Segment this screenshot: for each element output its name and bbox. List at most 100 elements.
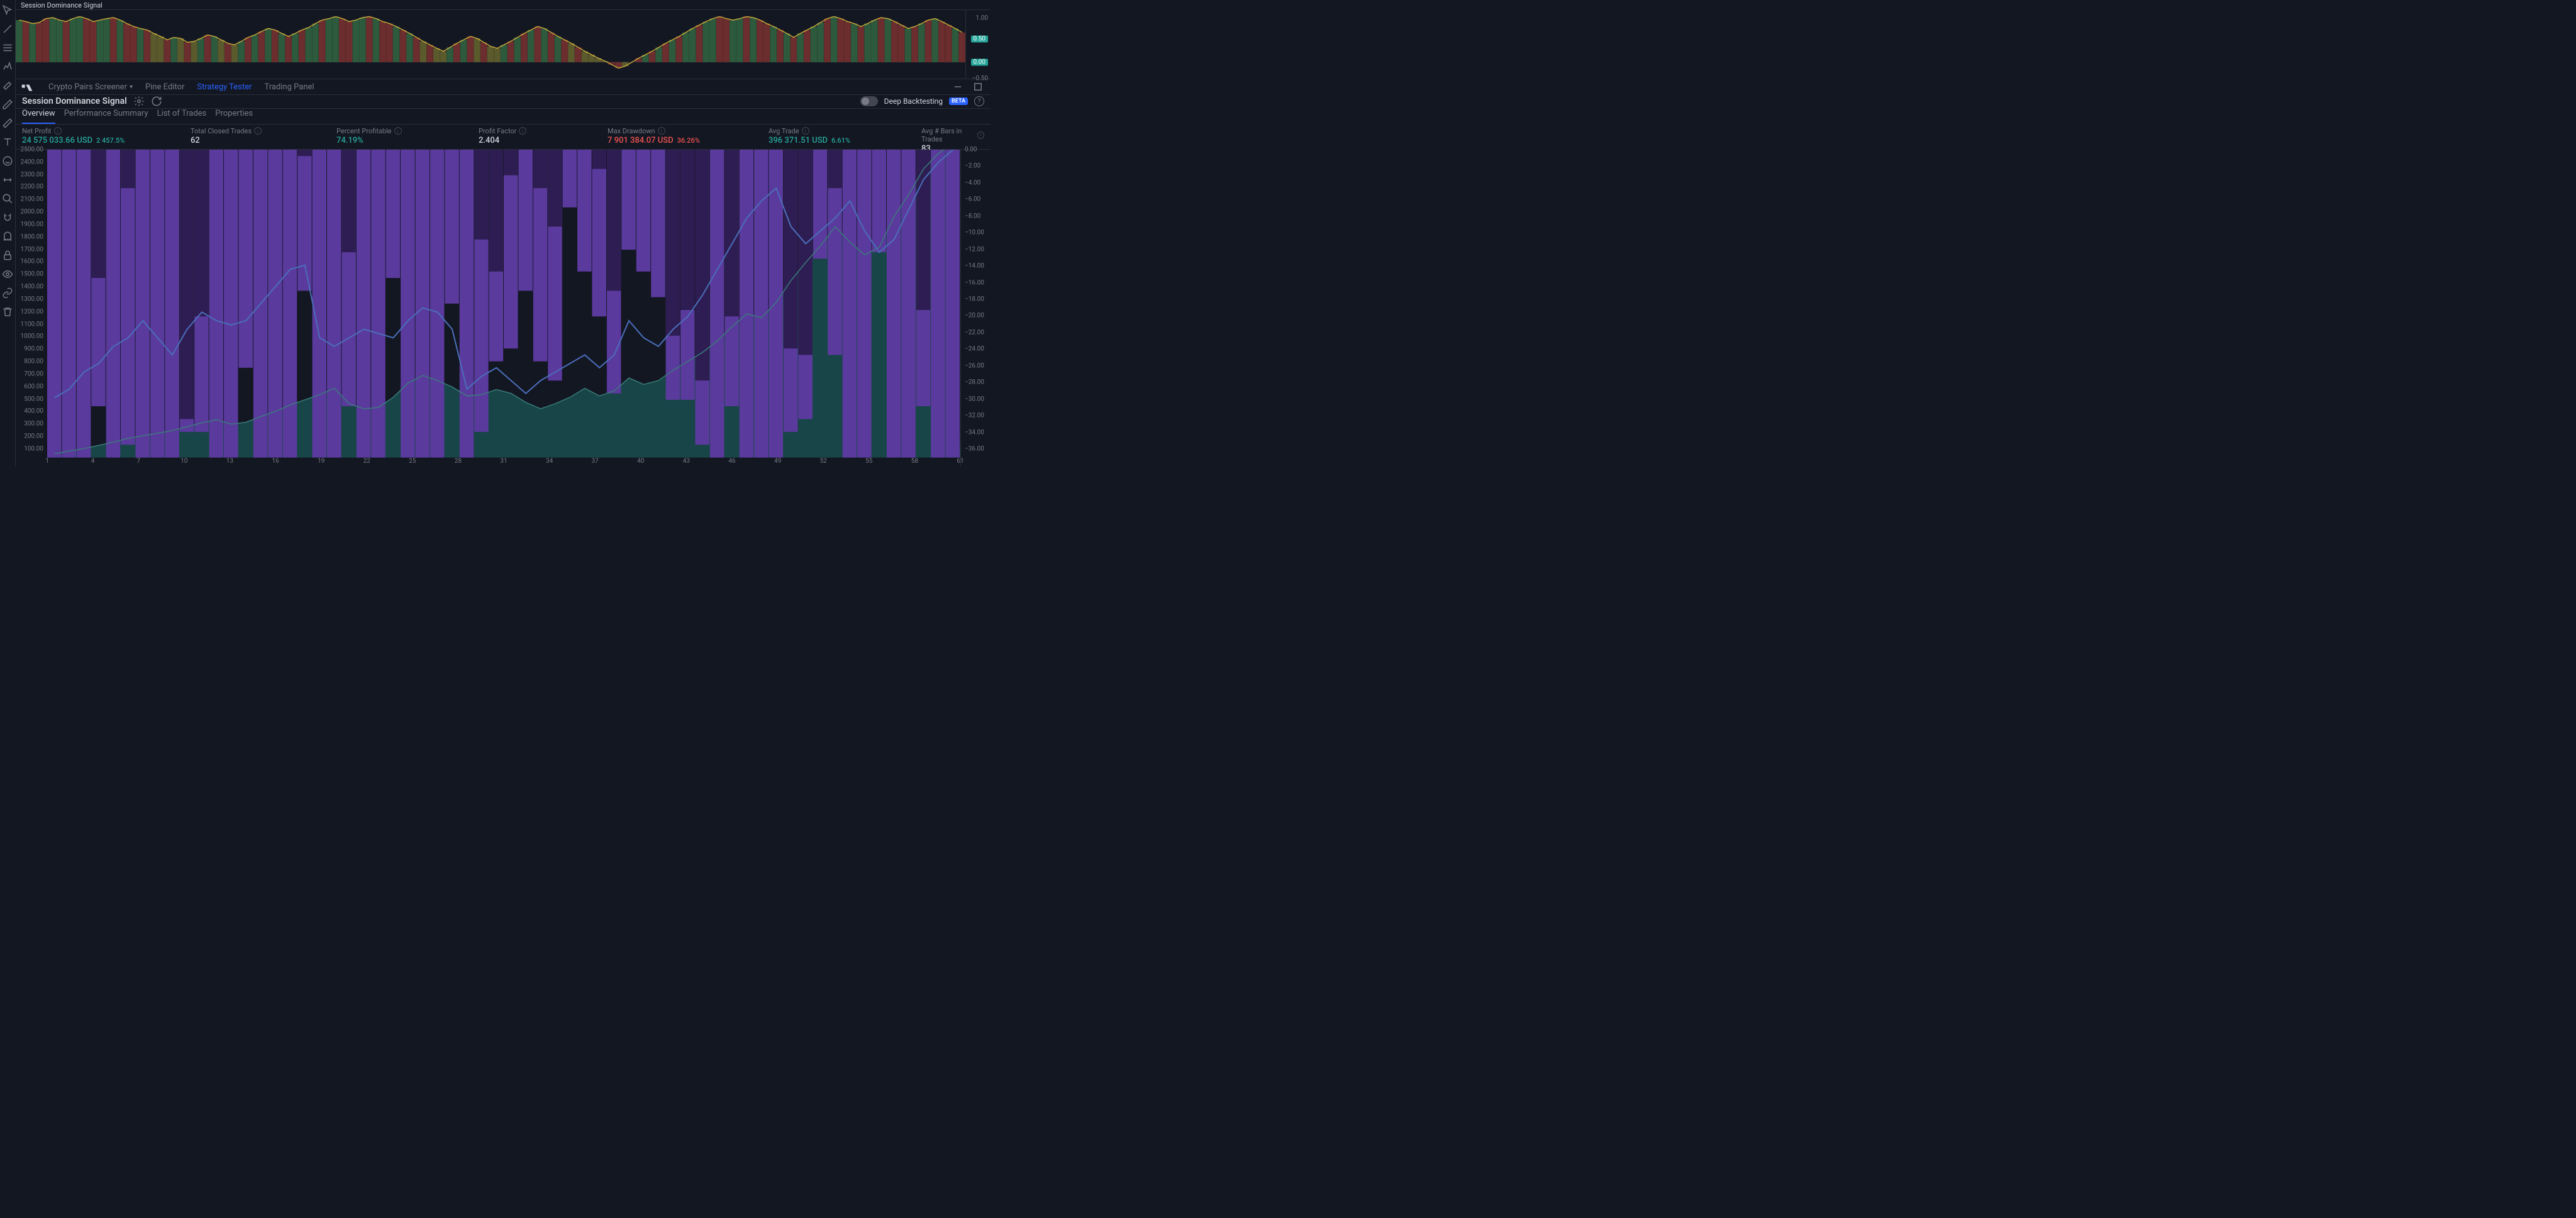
y-left-label: 300.00 xyxy=(24,421,43,428)
help-icon[interactable]: ? xyxy=(974,96,984,106)
fib-tool-icon[interactable] xyxy=(0,40,15,55)
info-icon[interactable]: i xyxy=(802,127,809,135)
zoom-tool-icon[interactable] xyxy=(0,191,15,206)
y-right-label: −12.00 xyxy=(965,246,984,253)
metric-net-profit: Net Profiti 24 575 033.66 USD2 457.5% xyxy=(22,127,191,145)
y-right-label: −14.00 xyxy=(965,263,984,270)
left-toolbar xyxy=(0,0,16,467)
signal-y-label: −0.50 xyxy=(972,75,988,82)
x-label: 25 xyxy=(409,458,416,465)
x-label: 10 xyxy=(180,458,187,465)
measure-tool-icon[interactable] xyxy=(0,172,15,187)
x-label: 31 xyxy=(500,458,507,465)
x-label: 49 xyxy=(774,458,781,465)
y-right-label: −32.00 xyxy=(965,412,984,419)
y-right-label: −34.00 xyxy=(965,429,984,436)
bottom-tab-label: Strategy Tester xyxy=(197,82,252,92)
info-icon[interactable]: i xyxy=(519,127,526,135)
bottom-tab-label: Crypto Pairs Screener xyxy=(48,82,127,92)
y-right-label: −36.00 xyxy=(965,445,984,452)
y-left-label: 1900.00 xyxy=(21,221,43,228)
info-icon[interactable]: i xyxy=(54,127,62,135)
x-label: 43 xyxy=(683,458,690,465)
sub-tab-overview[interactable]: Overview xyxy=(22,109,55,124)
y-left-label: 2100.00 xyxy=(21,196,43,203)
chevron-down-icon: ▾ xyxy=(130,84,133,91)
settings-icon[interactable] xyxy=(133,96,145,107)
x-axis: 147101316192225283134374043464952555861 xyxy=(47,458,960,467)
strategy-header: Session Dominance Signal Deep Backtestin… xyxy=(16,95,991,109)
cursor-tool-icon[interactable] xyxy=(0,3,15,18)
signal-y-axis: 1.000.500.00−0.50 xyxy=(965,10,991,79)
magnet-tool-icon[interactable] xyxy=(0,210,15,225)
refresh-icon[interactable] xyxy=(151,96,162,107)
signal-chart-canvas[interactable] xyxy=(16,10,965,79)
x-label: 58 xyxy=(911,458,918,465)
strategy-title: Session Dominance Signal xyxy=(22,96,127,106)
x-label: 40 xyxy=(637,458,644,465)
metric-total-closed-trades: Total Closed Tradesi 62 xyxy=(191,127,336,145)
y-left-label: 1200.00 xyxy=(21,308,43,315)
info-icon[interactable]: i xyxy=(658,127,665,135)
pattern-tool-icon[interactable] xyxy=(0,59,15,74)
x-label: 61 xyxy=(957,458,963,465)
metric-value: 2.404 xyxy=(479,136,608,145)
link-tool-icon[interactable] xyxy=(0,285,15,301)
y-left-label: 500.00 xyxy=(24,396,43,402)
tv-logo-icon xyxy=(21,80,33,93)
y-left-label: 1300.00 xyxy=(21,296,43,302)
text-tool-icon[interactable] xyxy=(0,135,15,150)
y-left-label: 400.00 xyxy=(24,408,43,415)
y-left-label: 1600.00 xyxy=(21,258,43,265)
info-icon[interactable]: i xyxy=(977,131,984,139)
metric-value: 7 901 384.07 USD36.26% xyxy=(608,136,769,145)
info-icon[interactable]: i xyxy=(254,127,262,135)
x-label: 34 xyxy=(546,458,553,465)
ruler-tool-icon[interactable] xyxy=(0,116,15,131)
metric-label: Avg Tradei xyxy=(769,127,921,135)
y-right-label: −30.00 xyxy=(965,396,984,402)
y-right-label: −26.00 xyxy=(965,362,984,369)
y-right-label: −22.00 xyxy=(965,329,984,336)
y-left-label: 800.00 xyxy=(24,358,43,365)
ghost-tool-icon[interactable] xyxy=(0,229,15,244)
metric-profit-factor: Profit Factori 2.404 xyxy=(479,127,608,145)
y-right-label: −18.00 xyxy=(965,296,984,302)
x-label: 16 xyxy=(272,458,279,465)
signal-y-label: 0.50 xyxy=(971,35,989,42)
x-label: 4 xyxy=(91,458,95,465)
metric-label: Total Closed Tradesi xyxy=(191,127,336,135)
sub-tab-list-of-trades[interactable]: List of Trades xyxy=(157,109,207,124)
x-label: 37 xyxy=(592,458,599,465)
metric-max-drawdown: Max Drawdowni 7 901 384.07 USD36.26% xyxy=(608,127,769,145)
y-left-label: 600.00 xyxy=(24,383,43,390)
x-label: 28 xyxy=(455,458,462,465)
minimize-icon[interactable] xyxy=(950,79,965,94)
metric-label: Percent Profitablei xyxy=(336,127,479,135)
sub-tab-performance-summary[interactable]: Performance Summary xyxy=(64,109,148,124)
bottom-tab-trading-panel[interactable]: Trading Panel xyxy=(264,82,314,92)
pencil-tool-icon[interactable] xyxy=(0,97,15,112)
sub-tab-properties[interactable]: Properties xyxy=(215,109,253,124)
y-right-label: −10.00 xyxy=(965,230,984,236)
trash-tool-icon[interactable] xyxy=(0,304,15,319)
equity-chart-canvas[interactable] xyxy=(47,150,960,467)
brush-tool-icon[interactable] xyxy=(0,78,15,93)
bottom-tab-strategy-tester[interactable]: Strategy Tester xyxy=(197,82,252,92)
y-left-label: 2200.00 xyxy=(21,184,43,191)
info-icon[interactable]: i xyxy=(394,127,402,135)
eye-tool-icon[interactable] xyxy=(0,267,15,282)
bottom-tab-pine-editor[interactable]: Pine Editor xyxy=(145,82,184,92)
y-left-label: 200.00 xyxy=(24,433,43,440)
deep-backtesting-toggle[interactable] xyxy=(860,96,878,106)
y-right-label: −2.00 xyxy=(965,163,980,170)
metric-percent-profitable: Percent Profitablei 74.19% xyxy=(336,127,479,145)
signal-y-label: 1.00 xyxy=(976,15,989,22)
bottom-tab-crypto-pairs-screener[interactable]: Crypto Pairs Screener▾ xyxy=(48,82,133,92)
beta-badge: BETA xyxy=(949,97,968,105)
trend-line-tool-icon[interactable] xyxy=(0,21,15,36)
y-right-label: −28.00 xyxy=(965,379,984,386)
emoji-tool-icon[interactable] xyxy=(0,153,15,169)
y-left-label: 2300.00 xyxy=(21,171,43,178)
lock-tool-icon[interactable] xyxy=(0,248,15,263)
